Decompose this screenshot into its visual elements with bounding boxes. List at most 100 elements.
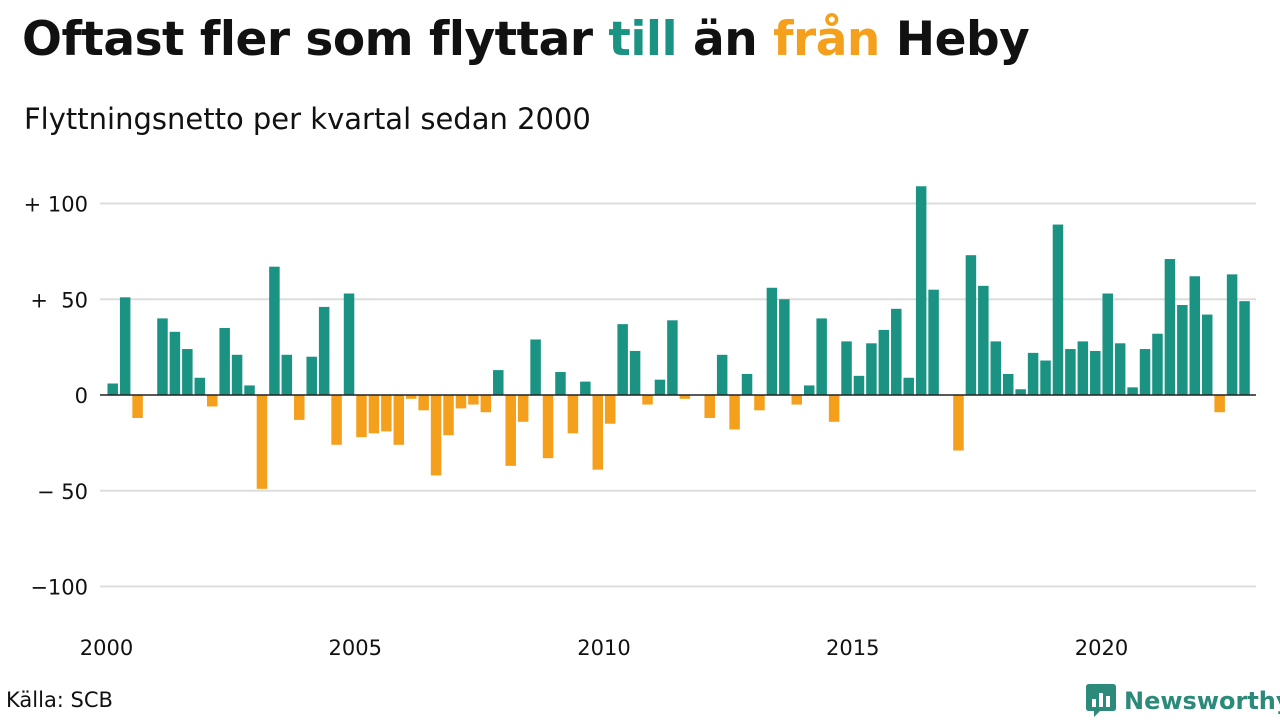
bar [878,329,890,395]
bar [903,377,914,395]
bar [219,327,230,396]
x-tick-label: 2015 [826,636,879,660]
bar [891,308,902,395]
title-word-out: från [773,12,880,67]
bar [269,266,280,395]
bar [667,320,678,395]
y-tick-label: −100 [30,576,88,600]
bar [132,395,143,418]
bar [1164,259,1176,395]
bar [206,395,218,407]
bar [915,186,927,395]
brand-name: Newsworthy [1124,687,1280,715]
source-label: Källa: SCB [6,688,113,712]
y-tick-label: 0 [75,384,88,408]
y-tick-label: + 100 [24,193,88,217]
bar [1201,314,1213,395]
newsworthy-logo: Newsworthy [1086,684,1280,718]
bar [953,395,964,451]
bar [1177,305,1188,395]
bar [430,395,442,476]
bar [231,354,243,395]
bar [281,354,293,395]
bar [1127,387,1138,395]
bar [990,341,1002,395]
bar [107,383,118,395]
bar-chart: + 100 + 50 0 − 50 −100 2000 2005 2010 2015 2020 [24,186,1256,660]
bar [517,395,529,422]
bar [530,339,541,395]
bar [443,395,454,436]
bar [679,395,691,399]
bar [828,395,840,422]
bar [343,293,355,395]
x-axis-tick-labels: 2000 2005 2010 2015 2020 [80,636,1128,660]
bar [617,324,628,395]
grid-lines [100,202,1256,588]
bar [965,255,977,395]
bar [791,395,803,405]
bar [418,395,429,411]
bar [493,370,504,395]
bar [592,395,604,470]
bar [1065,349,1076,395]
bar [356,395,367,438]
chart-subtitle: Flyttningsnetto per kvartal sedan 2000 [24,102,591,136]
bar [1040,360,1051,395]
bar [1189,276,1201,395]
bar-chart-speech-bubble-icon [1086,684,1116,717]
bar [642,395,653,405]
bar [368,395,380,434]
bar [542,395,554,459]
bar [567,395,579,434]
bar [841,341,852,395]
bar [157,318,168,395]
bar [1214,395,1225,413]
bar [1226,274,1238,395]
bar [1239,301,1250,395]
bar [1052,224,1064,395]
bar [654,379,666,395]
bar [381,395,392,432]
y-tick-label: + 50 [30,288,88,312]
bar [604,395,616,424]
bar [169,331,181,396]
bar [754,395,765,411]
bar [729,395,740,430]
bar [803,385,815,395]
bar [1002,373,1014,396]
y-axis-tick-labels: + 100 + 50 0 − 50 −100 [24,193,88,600]
bar [256,395,268,489]
x-tick-label: 2000 [80,636,133,660]
bar [244,385,255,395]
bar [294,395,305,420]
title-part-2: än [677,12,774,67]
bar [182,349,193,395]
bar [928,289,939,396]
bar [741,373,753,396]
bar [816,318,827,395]
bar [704,395,715,418]
title-part-1: Oftast fler som flyttar [22,12,609,67]
bar [1139,349,1151,395]
bar [716,354,728,395]
bar [1152,333,1163,395]
bar [194,377,206,395]
bar [629,350,641,395]
bar [1114,343,1126,395]
bar [468,395,479,405]
bar [505,395,516,466]
x-tick-label: 2005 [329,636,382,660]
bar [331,395,342,445]
title-word-in: till [608,12,678,67]
bar [853,375,865,395]
y-tick-label: − 50 [37,480,88,504]
x-tick-label: 2020 [1075,636,1128,660]
bar [866,343,877,395]
bar [119,297,131,395]
bar [1015,389,1026,395]
bar [405,395,417,399]
bar [555,372,566,395]
chart-title: Oftast fler som flyttar till än från Heb… [22,12,1030,67]
bar [1090,350,1101,395]
